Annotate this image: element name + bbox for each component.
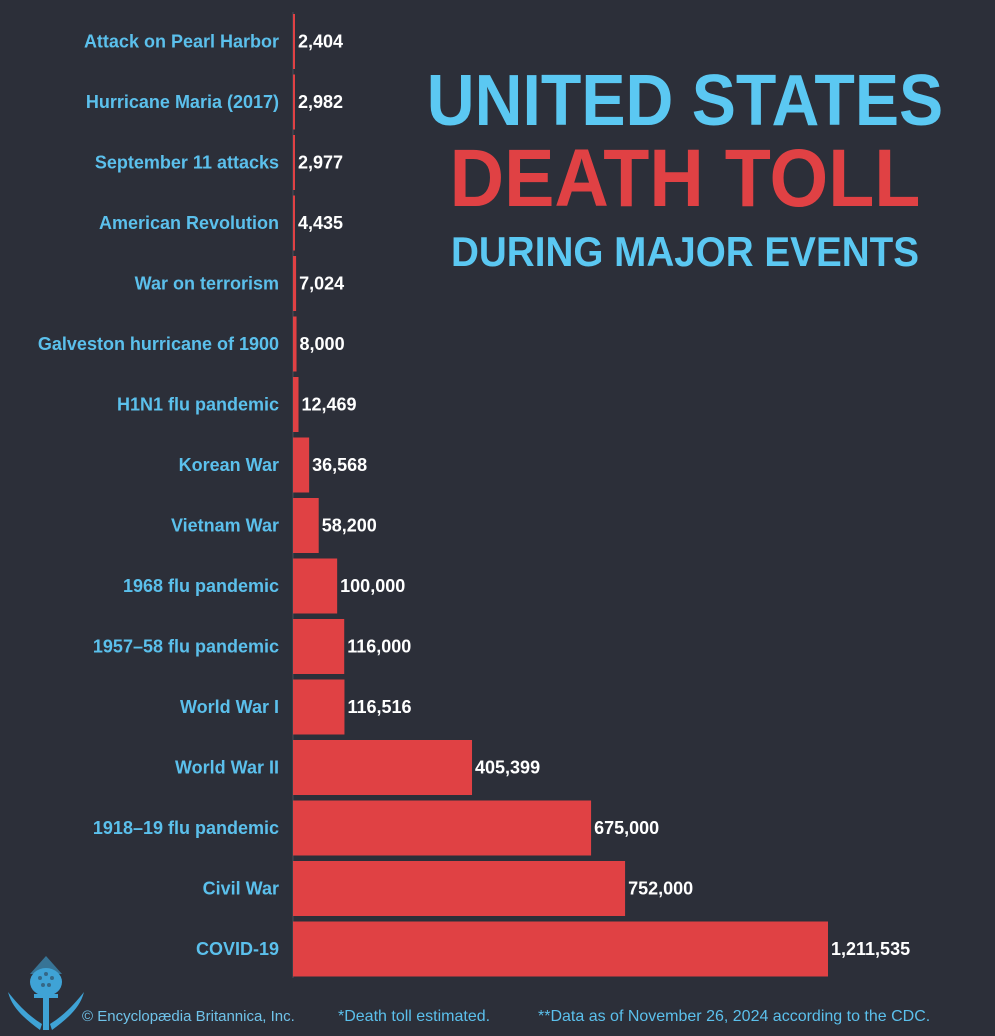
value-label: 36,568 xyxy=(312,455,367,475)
bar xyxy=(293,256,297,311)
category-label: World War II xyxy=(175,758,279,778)
category-label: Korean War xyxy=(179,455,279,475)
copyright-text: © Encyclopædia Britannica, Inc. xyxy=(82,1008,295,1025)
value-label: 58,200 xyxy=(322,516,377,536)
value-label: 116,000 xyxy=(347,637,411,657)
value-label: 1,211,535 xyxy=(831,939,910,959)
value-label: 8,000 xyxy=(300,334,345,354)
value-label: 2,982 xyxy=(298,92,343,112)
footnote-cdc: **Data as of November 26, 2024 according… xyxy=(538,1008,931,1025)
category-label: 1918–19 flu pandemic xyxy=(93,818,279,838)
category-label: H1N1 flu pandemic xyxy=(117,395,279,415)
category-label: September 11 attacks xyxy=(95,153,279,173)
bar xyxy=(293,921,828,977)
bar xyxy=(293,861,626,916)
value-label: 2,977 xyxy=(298,153,343,173)
bar xyxy=(293,498,319,553)
bar xyxy=(293,74,295,130)
bar xyxy=(293,619,345,674)
bar xyxy=(293,437,310,493)
bar xyxy=(293,195,295,251)
bar xyxy=(293,135,295,190)
value-label: 752,000 xyxy=(628,879,693,899)
value-label: 2,404 xyxy=(298,32,343,52)
category-label: American Revolution xyxy=(99,213,279,233)
value-label: 4,435 xyxy=(298,213,343,233)
title-line-2: DEATH TOLL xyxy=(449,133,921,224)
category-label: Attack on Pearl Harbor xyxy=(84,32,279,52)
value-label: 675,000 xyxy=(594,818,659,838)
bar xyxy=(293,377,299,432)
value-label: 12,469 xyxy=(302,395,357,415)
category-label: Hurricane Maria (2017) xyxy=(86,92,279,112)
category-label: Civil War xyxy=(203,879,279,899)
bar xyxy=(293,316,297,372)
footnote-estimated: *Death toll estimated. xyxy=(338,1008,491,1025)
bar xyxy=(293,800,592,856)
value-label: 405,399 xyxy=(475,758,540,778)
value-label: 116,516 xyxy=(347,697,411,717)
bar xyxy=(293,558,338,614)
value-label: 7,024 xyxy=(299,274,344,294)
category-label: Galveston hurricane of 1900 xyxy=(38,334,279,354)
bar xyxy=(293,740,473,795)
bar xyxy=(293,14,295,69)
title-line-3: DURING MAJOR EVENTS xyxy=(450,228,920,275)
value-label: 100,000 xyxy=(340,576,405,596)
category-label: War on terrorism xyxy=(135,274,279,294)
category-label: 1968 flu pandemic xyxy=(123,576,279,596)
category-label: COVID-19 xyxy=(196,939,279,959)
title-line-1: UNITED STATES xyxy=(426,61,944,141)
britannica-thistle-icon xyxy=(8,956,84,1030)
category-label: 1957–58 flu pandemic xyxy=(93,637,279,657)
category-label: World War I xyxy=(180,697,279,717)
category-label: Vietnam War xyxy=(171,516,279,536)
bar xyxy=(293,679,345,735)
